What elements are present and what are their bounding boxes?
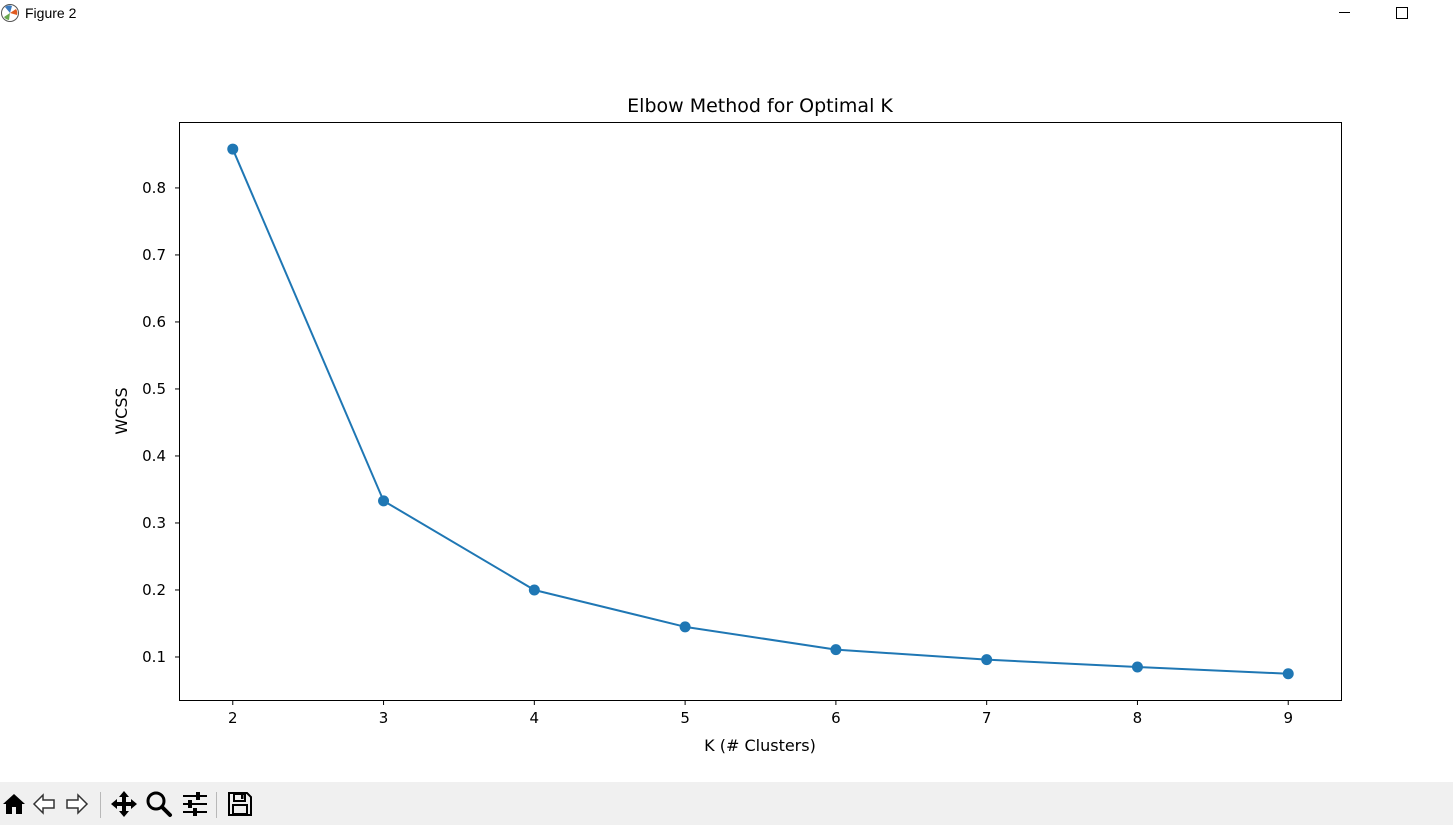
data-point — [1282, 668, 1294, 680]
data-point — [227, 143, 239, 155]
x-tick-label: 2 — [228, 709, 238, 727]
x-tick-label: 7 — [982, 709, 992, 727]
toolbar-separator — [100, 792, 101, 818]
back-arrow-icon — [32, 793, 55, 815]
minimize-button[interactable] — [1321, 0, 1367, 28]
home-button[interactable] — [0, 790, 28, 818]
configure-subplots-icon — [183, 792, 207, 816]
x-tick-label: 4 — [530, 709, 540, 727]
save-icon — [228, 792, 252, 816]
y-axis-label: WCSS — [112, 387, 131, 434]
pan-icon — [111, 791, 137, 817]
home-icon — [3, 794, 25, 814]
series-line — [231, 148, 1289, 675]
forward-button[interactable] — [63, 790, 91, 818]
forward-arrow-icon — [66, 793, 89, 815]
maximize-button[interactable] — [1379, 0, 1425, 28]
x-tick-label: 8 — [1133, 709, 1143, 727]
window-titlebar: Figure 2 — [0, 0, 1453, 28]
y-tick-label: 0.7 — [142, 246, 166, 264]
configure-subplots-button[interactable] — [181, 790, 209, 818]
navigation-toolbar — [0, 782, 1453, 825]
maximize-icon — [1396, 7, 1408, 19]
data-point — [830, 644, 842, 656]
axes-frame — [179, 122, 1342, 701]
data-point — [679, 621, 691, 633]
y-axis-ticks: 0.1 0.2 0.3 0.4 0.5 0.6 0.7 0.8 — [142, 179, 180, 666]
y-tick-label: 0.8 — [142, 179, 166, 197]
toolbar-separator — [216, 792, 217, 818]
y-tick-label: 0.1 — [142, 648, 166, 666]
y-tick-label: 0.2 — [142, 581, 166, 599]
data-point — [1131, 661, 1143, 673]
y-tick-label: 0.4 — [142, 447, 166, 465]
x-tick-label: 3 — [379, 709, 389, 727]
data-point — [981, 654, 993, 666]
y-tick-label: 0.3 — [142, 514, 166, 532]
data-point — [528, 584, 540, 596]
pan-button[interactable] — [110, 790, 138, 818]
chart-title: Elbow Method for Optimal K — [627, 95, 893, 117]
save-button[interactable] — [226, 790, 254, 818]
matplotlib-app-icon — [1, 4, 19, 22]
x-axis-label: K (# Clusters) — [704, 736, 816, 755]
zoom-icon — [146, 791, 172, 817]
window-title: Figure 2 — [25, 5, 77, 21]
data-point — [378, 495, 390, 507]
x-tick-label: 5 — [680, 709, 690, 727]
back-button[interactable] — [30, 790, 58, 818]
y-tick-label: 0.5 — [142, 380, 166, 398]
x-axis-ticks: 2 3 4 5 6 7 8 9 — [228, 700, 1293, 727]
x-tick-label: 6 — [831, 709, 841, 727]
x-tick-label: 9 — [1283, 709, 1293, 727]
y-tick-label: 0.6 — [142, 313, 166, 331]
minimize-icon — [1339, 12, 1350, 13]
series-wcss — [227, 143, 1294, 680]
zoom-button[interactable] — [145, 790, 173, 818]
